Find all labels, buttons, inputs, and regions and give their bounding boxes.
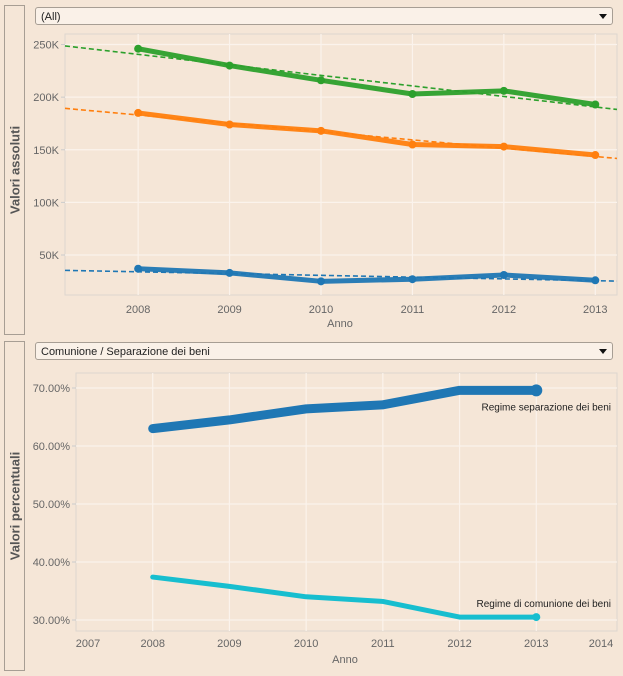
data-point-blue xyxy=(317,277,325,286)
y-tick-label: 70.00% xyxy=(33,383,71,395)
series-line-comunione xyxy=(150,574,539,620)
data-point-orange xyxy=(225,120,234,129)
series-annotation-separazione: Regime separazione dei beni xyxy=(481,402,611,413)
filter-value: (All) xyxy=(41,11,61,23)
x-tick-label: 2014 xyxy=(589,638,613,650)
y-tick-label: 250K xyxy=(33,40,59,52)
data-point-blue xyxy=(134,264,143,273)
filter-value: Comunione / Separazione dei beni xyxy=(41,346,210,358)
data-point-orange xyxy=(134,108,143,117)
panel-label-absolute: Valori assoluti xyxy=(4,5,25,335)
data-point-blue xyxy=(408,275,417,284)
series-line-green xyxy=(137,46,596,107)
trend-line-blue xyxy=(64,269,618,282)
trend-line-green xyxy=(64,45,618,111)
y-tick-label: 100K xyxy=(33,197,59,209)
x-tick-label: 2011 xyxy=(401,304,425,316)
x-tick-label: 2013 xyxy=(524,638,548,650)
series-line-orange xyxy=(137,110,596,158)
data-point-blue xyxy=(591,276,600,285)
dropdown-arrow-icon xyxy=(599,14,607,19)
x-tick-label: 2012 xyxy=(492,304,516,316)
data-point-orange xyxy=(591,151,600,160)
y-tick-label: 60.00% xyxy=(33,441,71,453)
panel-label-percent: Valori percentuali xyxy=(4,341,25,671)
filter-dropdown-absolute[interactable]: (All) xyxy=(35,7,613,25)
x-tick-label: 2008 xyxy=(140,638,164,650)
data-point-green xyxy=(317,76,325,85)
x-tick-label: 2009 xyxy=(217,304,241,316)
data-point-green xyxy=(499,86,508,95)
plot-area xyxy=(75,372,618,632)
data-point-blue xyxy=(499,271,508,280)
x-axis-title: Anno xyxy=(332,654,358,666)
x-tick-label: 2008 xyxy=(126,304,150,316)
data-point-orange xyxy=(408,140,417,149)
series-line-separazione xyxy=(148,385,541,434)
data-point-green xyxy=(225,61,234,70)
x-tick-label: 2013 xyxy=(583,304,607,316)
y-tick-label: 200K xyxy=(33,92,59,104)
x-tick-label: 2011 xyxy=(371,638,395,650)
end-point-separazione xyxy=(530,384,543,397)
data-point-blue xyxy=(225,268,234,277)
x-tick-label: 2012 xyxy=(447,638,471,650)
x-axis-title: Anno xyxy=(327,318,353,330)
x-tick-label: 2010 xyxy=(309,304,333,316)
data-point-orange xyxy=(499,142,508,151)
series-line-blue xyxy=(138,266,596,284)
y-tick-label: 40.00% xyxy=(33,557,71,569)
dropdown-arrow-icon xyxy=(599,349,607,354)
end-point-comunione xyxy=(532,613,541,622)
chart-absolute-values: 50K 100K 150K 200K 250K 2008 2009 2010 2011 2012 2… xyxy=(33,33,618,330)
x-tick-label: 2010 xyxy=(294,638,318,650)
filter-dropdown-percent[interactable]: Comunione / Separazione dei beni xyxy=(35,342,613,360)
x-tick-label: 2009 xyxy=(217,638,241,650)
data-point-green xyxy=(408,89,417,98)
data-point-green xyxy=(134,44,143,53)
data-point-orange xyxy=(317,126,325,135)
y-tick-label: 150K xyxy=(33,145,59,157)
plot-area xyxy=(64,33,618,296)
y-tick-label: 30.00% xyxy=(33,615,71,627)
y-tick-label: 50K xyxy=(39,250,59,262)
x-tick-label: 2007 xyxy=(76,638,100,650)
data-point-green xyxy=(591,100,600,109)
series-annotation-comunione: Regime di comunione dei beni xyxy=(476,599,611,610)
y-tick-label: 50.00% xyxy=(33,499,71,511)
